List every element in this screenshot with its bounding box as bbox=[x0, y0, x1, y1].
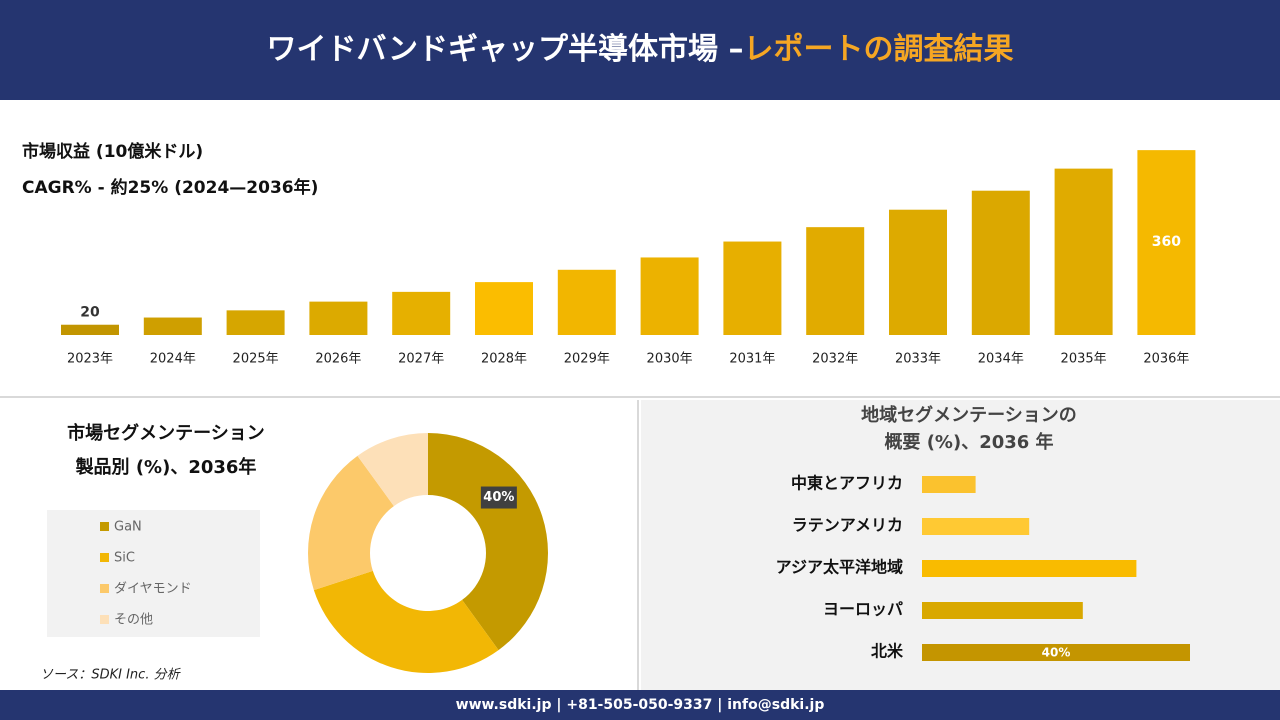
legend-label: ダイヤモンド bbox=[114, 582, 192, 597]
bar bbox=[1137, 150, 1196, 335]
y-tick-label: 中東とアフリカ bbox=[791, 474, 903, 493]
x-tick-label: 2033年 bbox=[895, 352, 941, 367]
bar bbox=[557, 269, 616, 335]
bar bbox=[922, 518, 1030, 535]
chart-title: 市場収益 (10億米ドル) bbox=[22, 141, 203, 162]
header-band bbox=[0, 0, 1280, 100]
x-tick-label: 2036年 bbox=[1143, 352, 1189, 367]
title-main: ワイドバンドギャップ半導体市場 – bbox=[267, 32, 744, 67]
y-tick-label: ラテンアメリカ bbox=[792, 516, 903, 535]
bar bbox=[971, 190, 1030, 335]
bar bbox=[640, 257, 699, 335]
donut-slice bbox=[428, 433, 548, 651]
donut-slice bbox=[357, 433, 428, 507]
chart-title: 地域セグメンテーションの bbox=[861, 404, 1077, 426]
x-tick-label: 2029年 bbox=[564, 352, 610, 367]
x-tick-label: 2025年 bbox=[233, 352, 279, 367]
bar bbox=[475, 282, 533, 335]
source: ソース：SDKI Inc. 分析 bbox=[40, 668, 182, 683]
donut-slice bbox=[308, 455, 394, 591]
bar bbox=[1054, 168, 1113, 335]
bar bbox=[889, 209, 947, 335]
value-label: 360 bbox=[1152, 234, 1181, 250]
x-tick-label: 2027年 bbox=[398, 352, 444, 367]
footer: www.sdki.jp | +81-505-050-9337 | info@sd… bbox=[456, 697, 825, 713]
x-tick-label: 2024年 bbox=[150, 352, 196, 367]
legend-label: GaN bbox=[114, 520, 142, 535]
x-tick-label: 2030年 bbox=[647, 352, 693, 367]
x-tick-label: 2032年 bbox=[812, 352, 858, 367]
value-label: 40% bbox=[483, 490, 514, 505]
bar bbox=[806, 227, 865, 335]
bar bbox=[723, 241, 782, 335]
x-tick-label: 2028年 bbox=[481, 352, 527, 367]
bar bbox=[922, 602, 1083, 619]
x-tick-label: 2026年 bbox=[315, 352, 361, 367]
x-tick-label: 2034年 bbox=[978, 352, 1024, 367]
legend-label: SiC bbox=[114, 551, 135, 566]
legend-swatch bbox=[100, 584, 109, 593]
value-label: 20 bbox=[80, 305, 100, 321]
legend-swatch bbox=[100, 522, 109, 531]
legend-swatch bbox=[100, 553, 109, 562]
bar bbox=[61, 324, 119, 335]
bar bbox=[309, 301, 368, 335]
bar bbox=[392, 291, 451, 335]
chart-title: 市場セグメンテーション bbox=[67, 422, 265, 444]
chart-title: 製品別 (%)、2036年 bbox=[75, 456, 257, 478]
right-panel bbox=[641, 400, 1280, 690]
x-tick-label: 2031年 bbox=[729, 352, 775, 367]
bar bbox=[922, 560, 1137, 577]
bar bbox=[226, 310, 285, 335]
chart-title: 概要 (%)、2036 年 bbox=[884, 431, 1053, 453]
bar bbox=[143, 317, 202, 335]
y-tick-label: 北米 bbox=[871, 642, 904, 661]
x-tick-label: 2035年 bbox=[1061, 352, 1107, 367]
value-label: 40% bbox=[1042, 646, 1071, 660]
legend-label: その他 bbox=[114, 613, 153, 628]
value-label-box bbox=[480, 486, 517, 509]
header-title: ワイドバンドギャップ半導体市場 –レポートの調査結果 bbox=[267, 32, 1014, 67]
legend-swatch bbox=[100, 615, 109, 624]
y-tick-label: ヨーロッパ bbox=[823, 600, 903, 619]
title-highlight: レポートの調査結果 bbox=[743, 32, 1013, 67]
footer-band bbox=[0, 690, 1280, 720]
y-tick-label: アジア太平洋地域 bbox=[776, 558, 903, 577]
x-tick-label: 2023年 bbox=[67, 352, 113, 367]
bar bbox=[922, 644, 1190, 661]
chart-subtitle: CAGR% - 約25% (2024—2036年) bbox=[22, 177, 318, 198]
donut-slice bbox=[313, 570, 499, 674]
legend-box bbox=[47, 510, 260, 637]
bar bbox=[922, 476, 976, 493]
